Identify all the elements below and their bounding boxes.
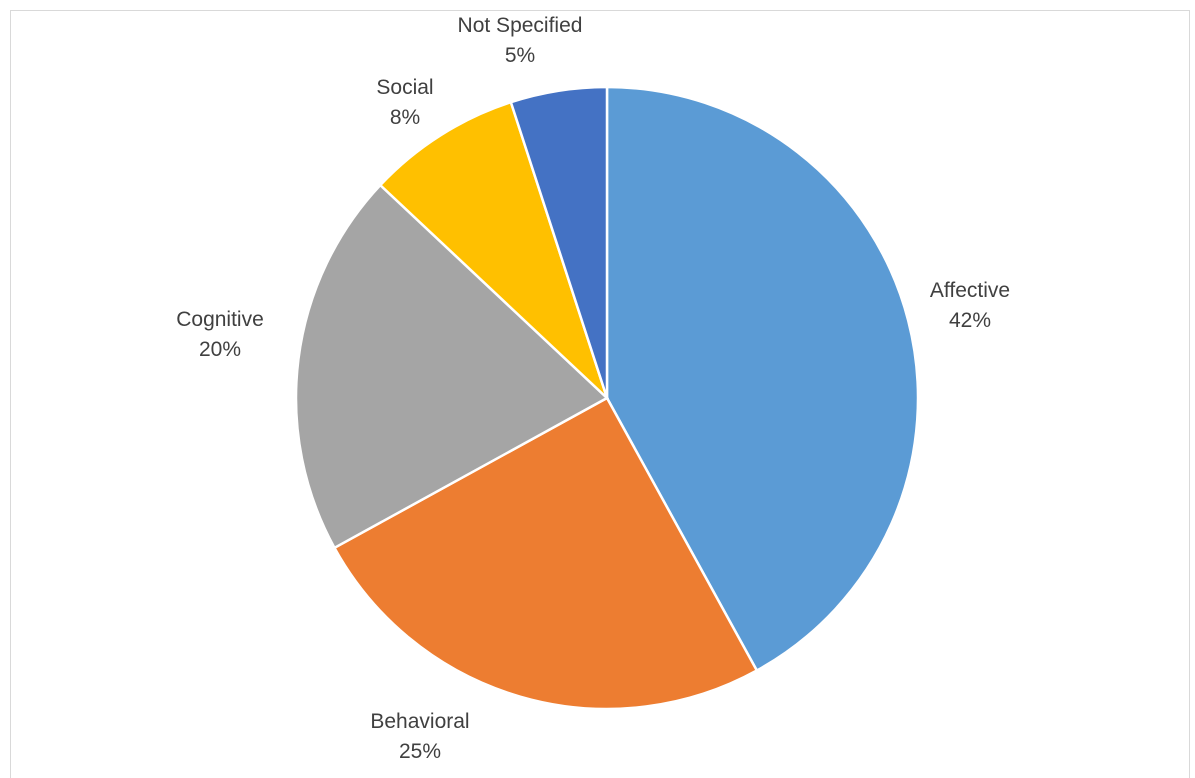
pie-slice-cognitive [294,183,610,550]
pie-label-percent: 42% [949,309,991,332]
pie-label-behavioral: Behavioral 25% [370,710,469,763]
pie-label-category: Cognitive [176,308,264,331]
pie-label-percent: 25% [399,740,441,763]
pie-labels: Affective 42% Behavioral 25% Cognitive 20% Soc… [176,14,1010,763]
pie-label-category: Affective [930,279,1010,302]
pie-label-percent: 20% [199,338,241,361]
chart-frame [10,10,1190,778]
pie-label-category: Behavioral [370,710,469,733]
pie-label-category: Social [376,76,433,99]
pie-slice-affective [605,85,920,673]
pie-slices [294,85,920,711]
pie-label-affective: Affective 42% [930,279,1010,332]
pie-label-not-specified: Not Specified 5% [458,14,583,67]
pie-label-social: Social 8% [376,76,433,129]
pie-slice-not-specified [509,85,609,399]
pie-slice-behavioral [332,396,759,711]
pie-label-percent: 8% [390,106,420,129]
pie-slice-social [378,100,609,399]
pie-label-percent: 5% [505,44,535,67]
pie-label-cognitive: Cognitive 20% [176,308,264,361]
pie-label-category: Not Specified [458,14,583,37]
